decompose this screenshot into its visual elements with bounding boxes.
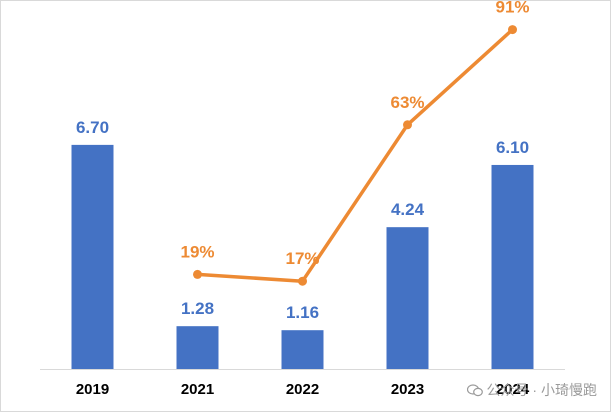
bar-2024 [491, 164, 534, 369]
line-point-2022 [298, 276, 307, 286]
x-tick-label-2023: 2023 [391, 381, 424, 398]
watermark: 公众号 · 小琦慢跑 [466, 380, 597, 400]
bar-value-label-2023: 4.24 [391, 200, 425, 219]
bar-value-label-2022: 1.16 [286, 303, 319, 322]
x-tick-label-2024: 2024 [496, 381, 530, 398]
line-point-2023 [403, 120, 412, 130]
bar-2021 [176, 326, 219, 369]
line-value-label-2021: 19% [180, 242, 214, 261]
bar-value-label-2021: 1.28 [181, 299, 214, 318]
line-series [195, 27, 515, 283]
bar-2023 [386, 227, 429, 369]
wechat-icon [466, 383, 483, 396]
watermark-text: 公众号 · 小琦慢跑 [486, 382, 597, 398]
line-value-label-2022: 17% [285, 249, 319, 268]
x-tick-label-2021: 2021 [181, 381, 214, 398]
line-point-2021 [193, 269, 202, 279]
x-tick-label-2022: 2022 [286, 381, 319, 398]
line-value-label-2024: 91% [495, 0, 529, 17]
bar-2022 [281, 330, 324, 369]
line-point-2024 [508, 25, 517, 35]
bar-2019 [71, 144, 114, 369]
bar-value-label-2024: 6.10 [496, 138, 529, 157]
line-value-label-2023: 63% [390, 93, 424, 112]
bar-value-label-2019: 6.70 [76, 118, 109, 137]
x-tick-label-2019: 2019 [76, 381, 109, 398]
